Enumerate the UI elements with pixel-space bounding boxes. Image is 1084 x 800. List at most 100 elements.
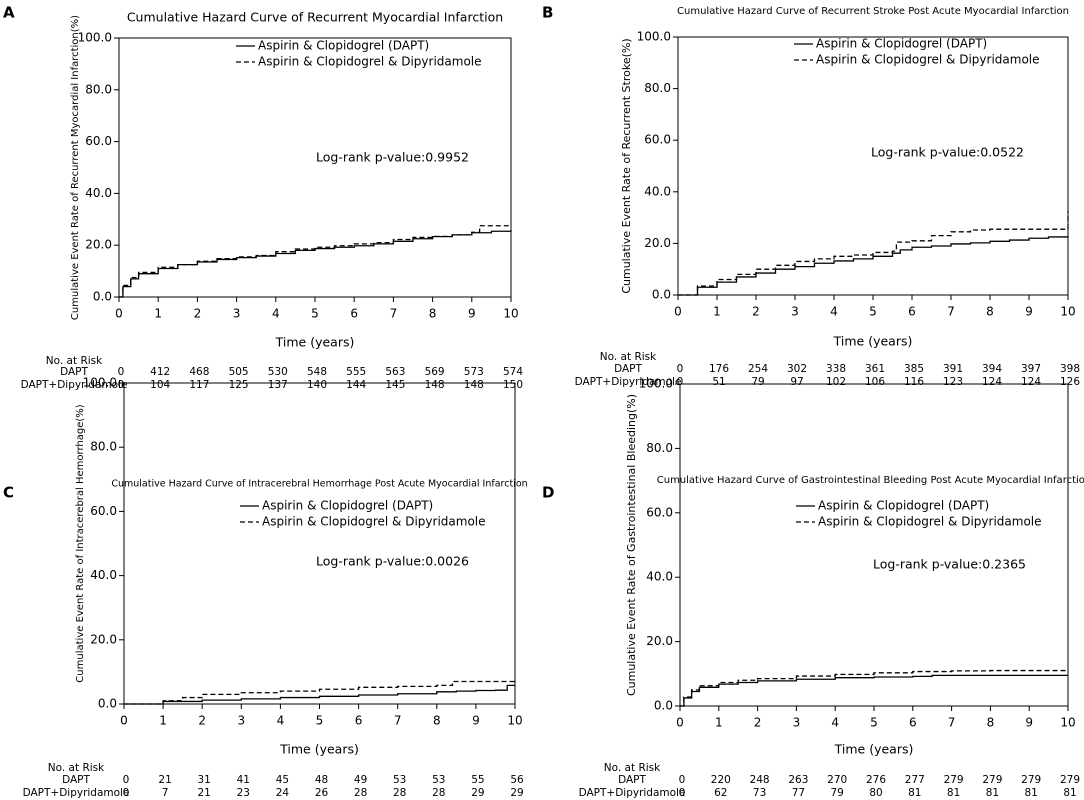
y-tick-label: 100.0 [78,31,112,45]
risk-count: 29 [471,787,484,799]
risk-table-header: No. at Risk [600,351,657,363]
y-tick-label: 0.0 [652,288,671,302]
x-tick-label: 9 [472,714,480,728]
risk-count: 51 [712,376,725,388]
x-tick-label: 2 [198,714,206,728]
risk-count: 361 [865,363,885,375]
x-tick-label: 1 [715,716,723,730]
risk-count: 150 [503,379,523,391]
risk-count: 144 [346,379,366,391]
y-tick-label: 100.0 [637,30,671,44]
risk-count: 548 [307,366,327,378]
risk-count: 279 [1060,774,1080,786]
x-tick-label: 5 [316,714,324,728]
x-tick-label: 4 [830,305,838,319]
y-tick-label: 0.0 [93,290,112,304]
risk-count: 55 [471,774,484,786]
risk-count: 49 [354,774,367,786]
risk-count: 0 [679,774,686,786]
x-tick-label: 3 [793,716,801,730]
risk-table-header: No. at Risk [46,355,103,367]
risk-count: 0 [123,774,130,786]
risk-row-label: DAPT+Dipyridamole [21,379,128,391]
risk-count: 254 [748,363,768,375]
y-tick-label: 60.0 [90,504,117,518]
series-line-dapt [119,230,512,298]
risk-count: 137 [268,379,288,391]
risk-count: 555 [346,366,366,378]
legend-label: Aspirin & Clopidogrel (DAPT) [258,39,429,53]
risk-count: 81 [1063,787,1076,799]
x-tick-label: 3 [237,714,245,728]
x-tick-label: 9 [1025,305,1033,319]
risk-count: 48 [315,774,328,786]
risk-count: 79 [831,787,844,799]
x-tick-label: 10 [1060,305,1075,319]
risk-count: 263 [788,774,808,786]
risk-count: 391 [943,363,963,375]
series-line-dapt-dipyridamole [119,225,511,298]
risk-count: 116 [904,376,924,388]
risk-count: 338 [826,363,846,375]
risk-count: 62 [714,787,727,799]
risk-count: 385 [904,363,924,375]
risk-count: 77 [792,787,805,799]
x-tick-label: 6 [909,716,917,730]
x-tick-label: 0 [120,714,128,728]
plot-frame [118,37,512,298]
risk-count: 26 [315,787,329,799]
risk-count: 279 [982,774,1002,786]
x-tick-label: 6 [350,307,358,321]
y-tick-label: 20.0 [85,238,112,252]
x-tick-label: 8 [987,716,995,730]
x-tick-label: 1 [159,714,167,728]
risk-count: 302 [787,363,807,375]
y-tick-label: 20.0 [646,634,673,648]
x-axis-label: Time (years) [834,742,914,757]
panel-letter: C [3,484,14,502]
risk-count: 398 [1060,363,1080,375]
risk-count: 248 [750,774,770,786]
legend-label: Aspirin & Clopidogrel & Dipyridamole [818,515,1042,529]
risk-count: 104 [150,379,170,391]
risk-count: 277 [905,774,925,786]
x-tick-label: 10 [503,307,518,321]
panel-c: C Cumulative Hazard Curve of Intracerebra… [3,376,528,800]
risk-count: 0 [123,787,130,799]
risk-count: 220 [711,774,731,786]
y-tick-label: 40.0 [646,570,673,584]
logrank-annotation: Log-rank p-value:0.2365 [873,557,1026,572]
x-tick-label: 7 [390,307,398,321]
x-axis-label: Time (years) [833,334,913,349]
x-tick-label: 7 [948,716,956,730]
x-tick-label: 8 [986,305,994,319]
panel-letter: A [3,4,15,22]
x-tick-label: 2 [754,716,762,730]
y-tick-label: 40.0 [90,568,117,582]
risk-count: 81 [986,787,999,799]
y-tick-label: 60.0 [85,134,112,148]
risk-count: 563 [385,366,405,378]
legend-label: Aspirin & Clopidogrel & Dipyridamole [262,515,486,529]
x-tick-label: 5 [870,716,878,730]
chart-title: Cumulative Hazard Curve of Recurrent Str… [677,6,1069,17]
risk-count: 53 [432,774,445,786]
x-tick-label: 0 [676,716,684,730]
risk-row-label: DAPT [62,774,90,786]
risk-count: 23 [237,787,250,799]
risk-count: 505 [229,366,249,378]
y-tick-label: 100.0 [639,377,673,391]
y-tick-label: 80.0 [85,82,112,96]
legend-label: Aspirin & Clopidogrel (DAPT) [818,499,989,513]
x-tick-label: 10 [1060,716,1075,730]
y-tick-label: 60.0 [644,133,671,147]
x-tick-label: 9 [1025,716,1033,730]
risk-count: 0 [679,787,686,799]
risk-count: 270 [827,774,847,786]
risk-count: 569 [425,366,445,378]
x-axis-label: Time (years) [279,742,359,757]
x-tick-label: 2 [194,307,202,321]
y-axis-label: Cumulative Event Rate of Gastrointestina… [625,394,638,696]
risk-count: 41 [237,774,250,786]
risk-count: 148 [425,379,445,391]
